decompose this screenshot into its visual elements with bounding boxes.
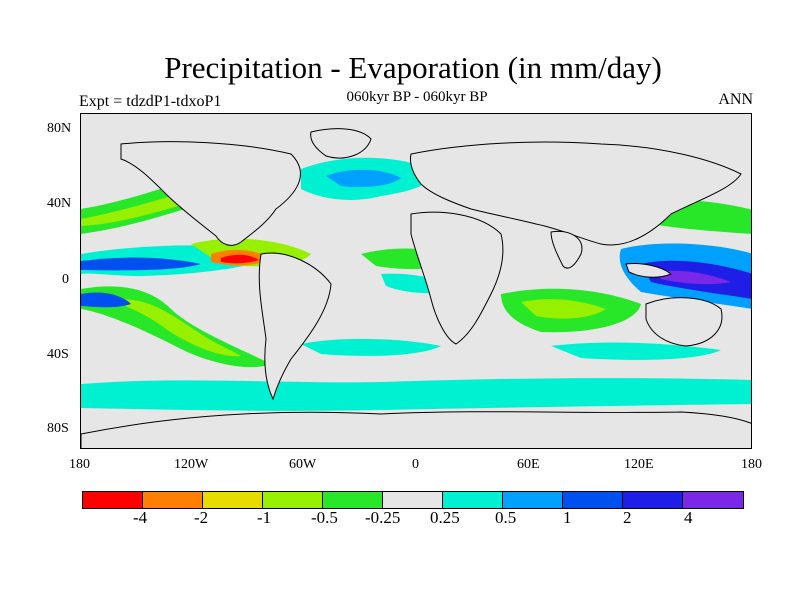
colorbar-label: 4 xyxy=(684,508,693,527)
season-label: ANN xyxy=(718,91,753,108)
lat-tick-80n: 80N xyxy=(47,121,72,136)
field-contour xyxy=(301,338,441,356)
lon-tick-120w: 120W xyxy=(174,457,209,472)
map-canvas xyxy=(81,114,751,448)
lon-tick-0: 0 xyxy=(412,457,419,472)
lon-tick-60w: 60W xyxy=(289,457,317,472)
field-contour xyxy=(81,257,201,271)
colorbar-label: -0.5 xyxy=(311,508,338,527)
continent-outline xyxy=(550,230,583,269)
continent-outline xyxy=(410,141,742,246)
lon-tick-180w: 180 xyxy=(69,457,90,472)
colorbar-label: -2 xyxy=(194,508,209,527)
colorbar-swatch xyxy=(263,492,323,508)
field-contour xyxy=(551,342,721,360)
experiment-label: Expt = tdzdP1-tdxoP1 xyxy=(79,93,222,110)
map-panel xyxy=(80,113,752,449)
continent-outline xyxy=(410,211,504,345)
plot-title: Precipitation - Evaporation (in mm/day) xyxy=(164,50,662,85)
field-contour xyxy=(121,299,241,357)
colorbar-label: 0.5 xyxy=(495,508,517,527)
colorbar-swatch xyxy=(383,492,443,508)
continent-outline xyxy=(81,411,751,448)
colorbar-swatch xyxy=(143,492,203,508)
colorbar-label: -0.25 xyxy=(365,508,401,527)
colorbar xyxy=(82,491,744,509)
lat-tick-80s: 80S xyxy=(47,421,69,436)
colorbar-swatch xyxy=(443,492,503,508)
continent-outline xyxy=(310,128,372,159)
plot-subtitle: 060kyr BP - 060kyr BP xyxy=(346,89,488,105)
land-masses xyxy=(81,128,751,448)
lon-tick-60e: 60E xyxy=(517,457,540,472)
colorbar-label: -4 xyxy=(133,508,148,527)
continent-outline xyxy=(258,252,332,401)
field-contour xyxy=(326,169,401,188)
field-contour xyxy=(81,378,751,411)
lon-tick-180e: 180 xyxy=(741,457,762,472)
colorbar-label: 1 xyxy=(563,508,572,527)
colorbar-label: -1 xyxy=(257,508,272,527)
colorbar-swatch xyxy=(83,492,143,508)
colorbar-label: 2 xyxy=(623,508,632,527)
lat-tick-40n: 40N xyxy=(47,196,72,211)
field-contour xyxy=(521,299,606,319)
colorbar-swatch xyxy=(623,492,683,508)
colorbar-swatch xyxy=(503,492,563,508)
continent-outline xyxy=(120,141,301,246)
continent-outline xyxy=(645,297,723,347)
field-contour xyxy=(656,270,731,285)
colorbar-label: 0.25 xyxy=(430,508,460,527)
field-contour xyxy=(81,292,131,308)
colorbar-swatch xyxy=(203,492,263,508)
colorbar-swatch xyxy=(563,492,623,508)
field-contour xyxy=(221,254,259,264)
lat-tick-0: 0 xyxy=(62,272,69,287)
continent-outline xyxy=(625,263,672,278)
colorbar-swatch xyxy=(683,492,743,508)
lat-tick-40s: 40S xyxy=(47,347,69,362)
lon-tick-120e: 120E xyxy=(624,457,654,472)
colorbar-swatch xyxy=(323,492,383,508)
